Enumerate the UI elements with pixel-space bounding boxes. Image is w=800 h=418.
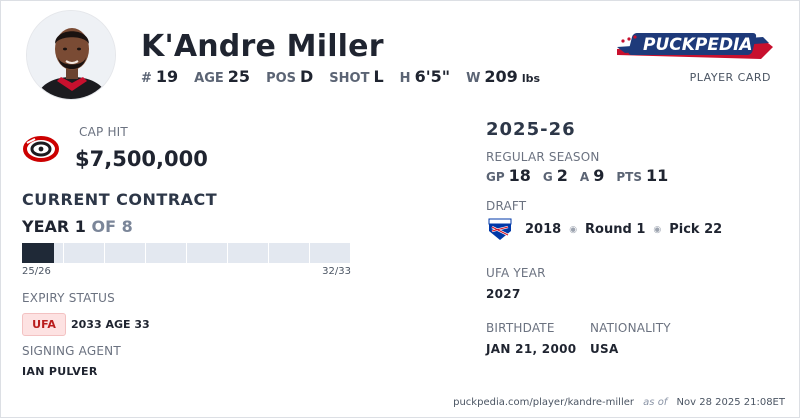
stat-shot-value: L	[373, 67, 384, 86]
player-headshot-icon	[27, 11, 115, 99]
puckpedia-logo[interactable]: PUCKPEDIA	[613, 25, 775, 69]
current-contract-title: CURRENT CONTRACT	[22, 190, 218, 209]
stat-weight-value: 209	[484, 67, 518, 86]
rs-points-label: PTS	[616, 170, 642, 184]
rs-goals-value: 2	[556, 166, 568, 185]
nationality-label: NATIONALITY	[590, 321, 671, 335]
contract-year-divider	[186, 243, 187, 263]
season-title: 2025-26	[486, 119, 576, 140]
draft-label: DRAFT	[486, 199, 527, 213]
rs-goals-label: G	[542, 170, 553, 184]
stat-age-label: AGE	[194, 71, 224, 86]
stat-height-label: H	[399, 71, 411, 86]
rangers-logo-icon[interactable]	[487, 217, 513, 241]
ufa-year-value: 2027	[486, 287, 521, 301]
contract-year-divider	[104, 243, 105, 263]
player-card-label: PLAYER CARD	[689, 71, 771, 84]
birthdate-label: BIRTHDATE	[486, 321, 555, 335]
draft-round: Round 1	[585, 222, 646, 237]
contract-year-divider	[145, 243, 146, 263]
stat-age-value: 25	[227, 67, 251, 86]
separator-dot-icon: ◉	[569, 224, 578, 235]
player-bio-stats: # 19 AGE 25 POS D SHOT L H 6'5" W 209 lb…	[141, 67, 540, 86]
card-footer: puckpedia.com/player/kandre-miller as of…	[453, 397, 785, 408]
stat-number-value: 19	[155, 67, 179, 86]
rs-gp-value: 18	[508, 166, 531, 185]
as-of-timestamp: Nov 28 2025 21:08ET	[676, 397, 785, 408]
player-avatar	[26, 10, 116, 100]
player-name: K'Andre Miller	[141, 29, 384, 64]
ufa-year-label: UFA YEAR	[486, 266, 546, 280]
contract-year-current: YEAR 1	[22, 217, 86, 236]
stat-number-label: #	[141, 71, 152, 86]
player-url-link[interactable]: puckpedia.com/player/kandre-miller	[453, 397, 634, 408]
contract-year-divider	[227, 243, 228, 263]
rs-assists-value: 9	[593, 166, 605, 185]
contract-progress-fill	[22, 243, 54, 263]
signing-agent-label: SIGNING AGENT	[22, 344, 121, 358]
regular-season-label: REGULAR SEASON	[486, 150, 600, 164]
separator-dot-icon: ◉	[653, 224, 662, 235]
as-of-label: as of	[643, 397, 668, 408]
contract-year: YEAR 1 OF 8	[22, 217, 133, 236]
cap-hit-label: CAP HIT	[79, 125, 128, 139]
cap-hit-value: $7,500,000	[75, 147, 208, 171]
stat-shot-label: SHOT	[329, 71, 370, 86]
birthdate-value: JAN 21, 2000	[486, 342, 577, 356]
contract-year-divider	[309, 243, 310, 263]
regular-season-stats: GP 18 G 2 A 9 PTS 11	[486, 166, 680, 185]
contract-year-divider	[63, 243, 64, 263]
contract-progress-bar	[22, 243, 350, 263]
stat-position-label: POS	[266, 71, 297, 86]
stat-height-value: 6'5"	[414, 67, 451, 86]
puckpedia-logo-icon: PUCKPEDIA	[617, 33, 773, 59]
rs-assists-label: A	[579, 170, 590, 184]
expiry-detail: 2033 AGE 33	[71, 318, 150, 331]
stat-weight-label: W	[466, 71, 481, 86]
rs-points-value: 11	[645, 166, 669, 185]
contract-year-divider	[268, 243, 269, 263]
hurricanes-logo-icon[interactable]	[23, 135, 59, 163]
signing-agent-value[interactable]: IAN PULVER	[22, 365, 98, 378]
logo-wordmark: PUCKPEDIA	[643, 35, 753, 55]
nationality-value: USA	[590, 342, 619, 356]
ufa-status-badge: UFA	[22, 313, 66, 336]
contract-end-season: 32/33	[322, 266, 351, 277]
stat-position-value: D	[300, 67, 314, 86]
contract-start-season: 25/26	[22, 266, 51, 277]
stat-weight-unit: lbs	[521, 72, 541, 85]
contract-year-total: OF 8	[91, 217, 133, 236]
draft-year: 2018	[525, 222, 562, 237]
expiry-status-label: EXPIRY STATUS	[22, 291, 115, 305]
draft-pick: Pick 22	[669, 222, 723, 237]
draft-info: 2018 ◉ Round 1 ◉ Pick 22	[525, 222, 722, 237]
rs-gp-label: GP	[486, 170, 505, 184]
